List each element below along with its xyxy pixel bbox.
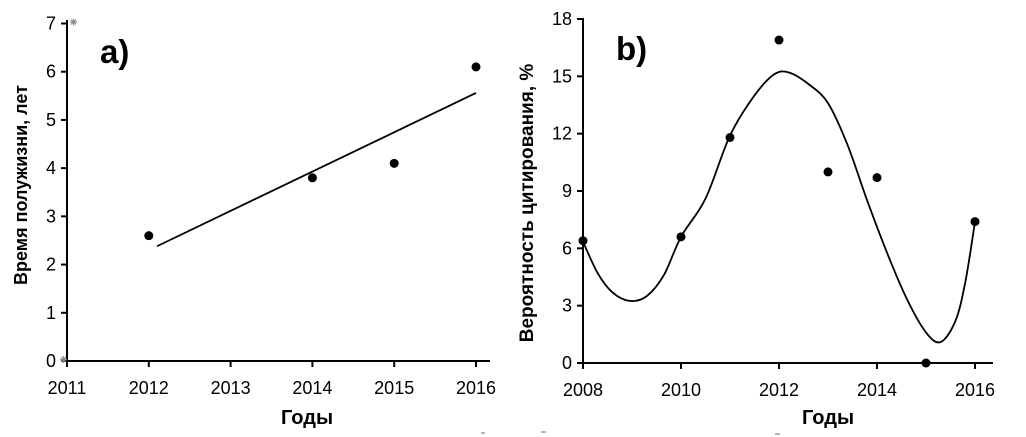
trend-line: [156, 92, 477, 248]
x-axis-title: Годы: [281, 407, 333, 429]
chart-a-canvas: 0 1 2 3 4 5 6 7 2011 2012 2013 2014 2015 2016 Годы Врем…: [11, 14, 496, 434]
y-tick-label: 3: [46, 206, 56, 226]
y-axis-title: Время полужизни, лет: [11, 85, 31, 285]
x-tick-label: 2016: [955, 380, 995, 400]
axes: [66, 20, 490, 362]
y-tick-label: 15: [552, 66, 572, 86]
x-tick-label: 2012: [129, 378, 169, 398]
axis-end-marker-icon: [70, 18, 77, 26]
y-tick-label: 12: [552, 124, 572, 144]
y-tick-label: 1: [46, 303, 56, 323]
fit-curve: [582, 70, 976, 344]
data-point: [676, 232, 686, 242]
axes: [582, 18, 993, 364]
data-point: [389, 158, 399, 168]
y-tick-label: 9: [562, 181, 572, 201]
panel-a: 0 1 2 3 4 5 6 7 2011 2012 2013 2014 2015 2016 Годы Врем…: [11, 14, 496, 434]
y-tick-label: 3: [562, 296, 572, 316]
x-tick-label: 2008: [563, 380, 603, 400]
x-tick-label: 2012: [759, 380, 799, 400]
data-point: [471, 62, 481, 72]
panel-label: a): [100, 33, 129, 70]
data-point: [578, 236, 588, 246]
y-tick-label: 2: [46, 255, 56, 275]
panel-b: 0 3 6 9 12 15 18 2008 2010 2012 2014 2016 Годы Вероят…: [513, 0, 1026, 437]
data-point: [307, 173, 317, 183]
y-tick-label: 6: [562, 238, 572, 258]
y-tick-label: 7: [46, 14, 56, 34]
chart-b-canvas: 0 3 6 9 12 15 18 2008 2010 2012 2014 2016 Годы Вероят…: [517, 9, 995, 435]
x-tick-label: 2014: [857, 380, 897, 400]
y-tick-label: 18: [552, 9, 572, 29]
y-tick-label: 0: [562, 353, 572, 373]
data-point: [774, 35, 784, 45]
cropped-caption-fragment: [541, 431, 546, 433]
panel-label: b): [616, 30, 647, 67]
data-point: [970, 217, 980, 227]
x-tick-label: 2014: [292, 378, 332, 398]
x-axis-title: Годы: [802, 407, 854, 429]
y-tick-label: 5: [46, 110, 56, 130]
y-tick-label: 4: [46, 158, 56, 178]
data-point: [144, 231, 154, 241]
cropped-caption-fragment: [775, 433, 780, 435]
data-point: [725, 132, 735, 142]
x-tick-label: 2010: [661, 380, 701, 400]
data-point: [823, 167, 833, 177]
cropped-caption-fragment: [481, 432, 485, 434]
x-tick-label: 2013: [211, 378, 251, 398]
x-tick-label: 2016: [456, 378, 496, 398]
y-tick-label: 0: [46, 351, 56, 371]
x-tick-label: 2011: [48, 378, 87, 398]
data-point: [872, 173, 882, 183]
y-tick-label: 6: [46, 62, 56, 82]
y-axis-title: Вероятность цитирования, %: [517, 64, 538, 343]
data-point: [921, 358, 931, 368]
x-tick-label: 2015: [374, 378, 414, 398]
axis-end-marker-icon: [60, 356, 67, 363]
